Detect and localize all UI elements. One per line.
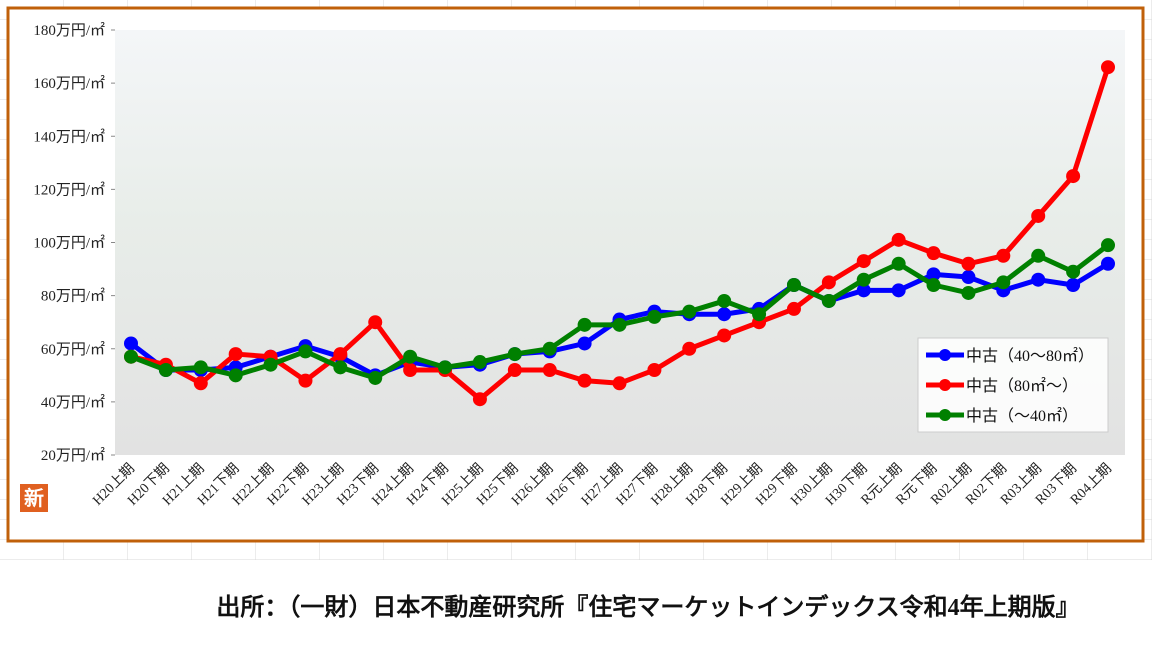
data-point (856, 272, 871, 287)
data-point (996, 275, 1011, 290)
data-point (193, 376, 208, 391)
y-tick-label: 160万円/㎡ (33, 75, 105, 92)
data-point (577, 336, 592, 351)
legend-marker (939, 349, 951, 361)
data-point (647, 309, 662, 324)
data-point (403, 363, 418, 377)
data-point (961, 270, 976, 285)
data-point (612, 317, 627, 332)
data-point (298, 373, 313, 388)
data-point (891, 256, 906, 271)
data-point (1031, 248, 1046, 263)
data-point (682, 341, 697, 356)
data-point (786, 301, 801, 316)
y-tick-label: 120万円/㎡ (33, 181, 105, 198)
source-area (0, 560, 1152, 648)
data-point (158, 363, 173, 377)
source-text: 出所：（一財）日本不動産研究所『住宅マーケットインデックス令和4年上期版』 (216, 593, 1079, 621)
data-point (438, 360, 453, 375)
y-tick-label: 100万円/㎡ (33, 235, 105, 252)
data-point (333, 347, 348, 362)
data-point (891, 232, 906, 247)
data-point (717, 307, 732, 322)
data-point (752, 307, 767, 322)
y-tick-label: 80万円/㎡ (41, 288, 105, 305)
y-tick-label: 140万円/㎡ (33, 128, 105, 145)
data-point (1031, 272, 1046, 287)
data-point (996, 248, 1011, 263)
data-point (926, 246, 941, 261)
data-point (961, 256, 976, 271)
data-point (472, 392, 487, 407)
data-point (821, 275, 836, 290)
data-point (298, 344, 313, 359)
data-point (926, 278, 941, 292)
data-point (612, 376, 627, 391)
data-point (647, 363, 662, 377)
data-point (263, 357, 278, 372)
data-point (1031, 208, 1046, 223)
data-point (1101, 60, 1115, 75)
y-tick-label: 40万円/㎡ (41, 394, 105, 411)
data-point (542, 363, 557, 377)
y-tick-label: 60万円/㎡ (41, 341, 105, 358)
data-point (228, 368, 243, 383)
y-tick-label: 20万円/㎡ (41, 447, 105, 464)
data-point (403, 349, 418, 364)
badge-icon (20, 484, 48, 512)
legend-marker (939, 379, 951, 391)
y-tick-label: 180万円/㎡ (33, 22, 105, 39)
data-point (577, 317, 592, 332)
data-point (1101, 256, 1115, 271)
legend-label: 中古（80㎡～） (966, 377, 1078, 395)
data-point (682, 304, 697, 319)
data-point (856, 283, 871, 298)
data-point (124, 336, 138, 351)
data-point (228, 347, 243, 362)
data-point (542, 341, 557, 356)
data-point (193, 360, 208, 375)
data-point (507, 347, 522, 362)
legend-label: 中古（40～80㎡） (966, 347, 1094, 365)
data-point (1066, 169, 1081, 184)
data-point (961, 285, 976, 300)
data-point (1101, 238, 1115, 253)
data-point (577, 373, 592, 388)
data-point (926, 267, 941, 282)
data-point (1066, 264, 1081, 279)
data-point (717, 328, 732, 343)
data-point (333, 360, 348, 375)
legend-label: 中古（～40㎡） (966, 407, 1078, 425)
data-point (786, 278, 801, 292)
data-point (368, 315, 383, 330)
data-point (124, 349, 138, 364)
data-point (717, 293, 732, 308)
data-point (507, 363, 522, 377)
data-point (821, 293, 836, 308)
data-point (472, 355, 487, 370)
legend-marker (939, 409, 951, 421)
data-point (891, 283, 906, 298)
data-point (856, 254, 871, 269)
data-point (368, 370, 383, 385)
badge-text: 新 (24, 486, 44, 510)
data-point (1066, 278, 1081, 292)
